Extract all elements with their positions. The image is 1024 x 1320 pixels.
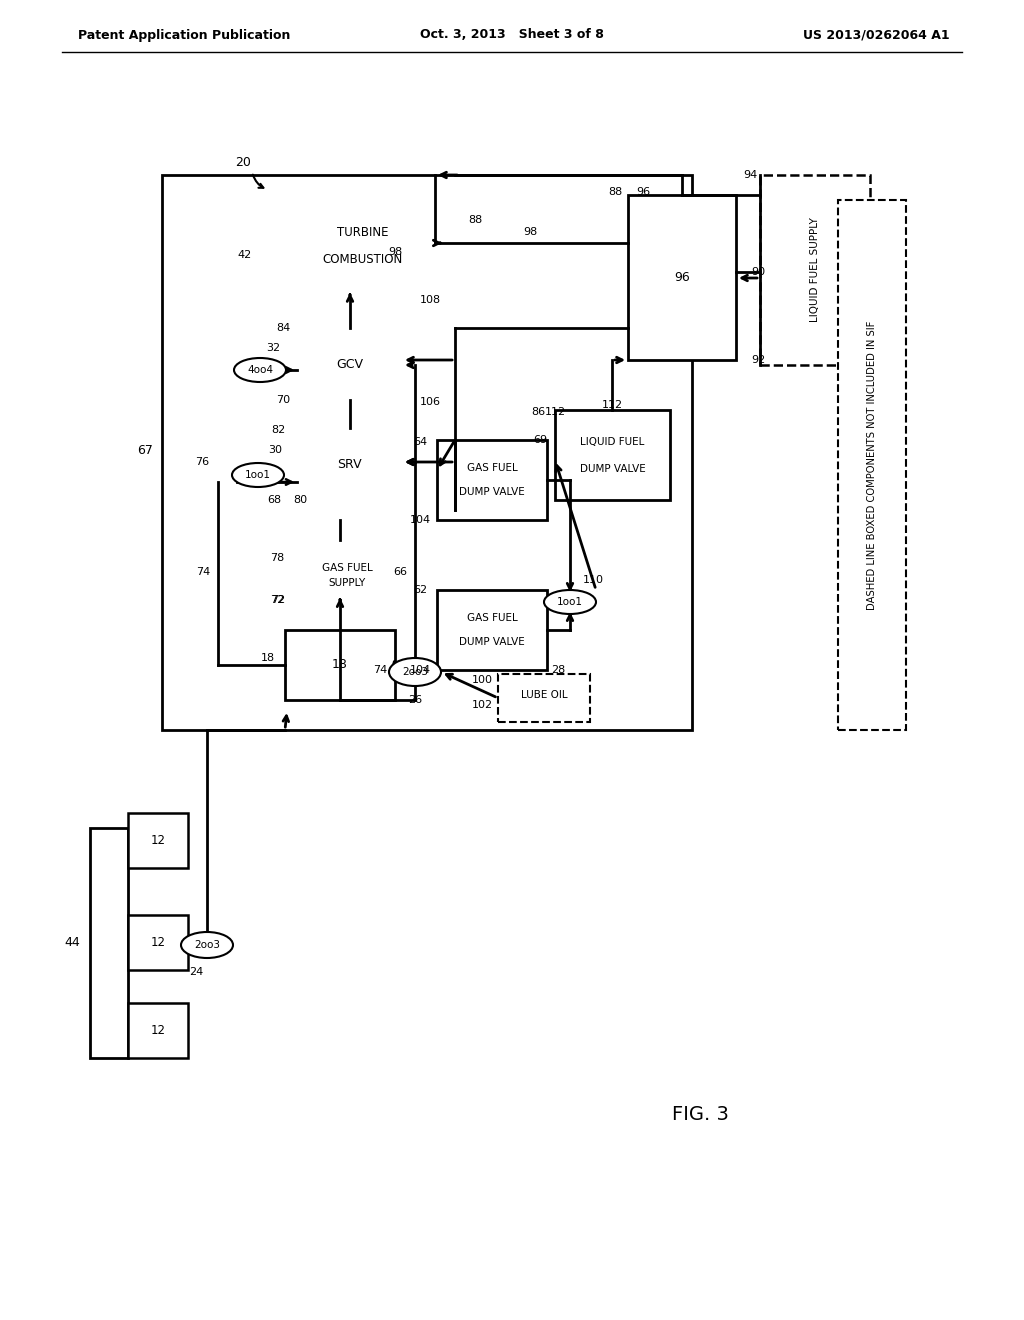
Bar [290,187,435,298]
Text: 12: 12 [151,1024,166,1038]
Bar [760,176,870,366]
Bar [218,400,336,520]
Text: DUMP VALVE: DUMP VALVE [580,463,645,474]
Bar [128,915,188,970]
Text: 96: 96 [636,187,650,197]
Text: 96: 96 [674,271,690,284]
Text: 20: 20 [236,157,251,169]
Bar [285,630,395,700]
Text: Patent Application Publication: Patent Application Publication [78,29,291,41]
Text: SRV: SRV [337,458,361,470]
Text: 68: 68 [267,495,281,506]
Text: 67: 67 [137,444,153,457]
Text: 92: 92 [751,355,765,366]
Text: LIQUID FUEL: LIQUID FUEL [581,437,645,446]
Text: 18: 18 [332,659,348,672]
Text: 44: 44 [65,936,80,949]
Ellipse shape [232,463,284,487]
Text: 69: 69 [532,436,547,445]
Text: 86: 86 [530,407,545,417]
Text: 84: 84 [275,323,290,333]
Text: FIG. 3: FIG. 3 [672,1106,728,1125]
Text: LUBE OIL: LUBE OIL [520,690,567,700]
Text: 112: 112 [545,407,565,417]
Text: 106: 106 [420,397,440,407]
Bar [128,1003,188,1059]
Text: 88: 88 [608,187,623,197]
Ellipse shape [389,657,441,686]
Text: 74: 74 [373,665,387,675]
Text: 18: 18 [261,653,275,663]
Text: 42: 42 [238,249,252,260]
Text: 98: 98 [523,227,538,238]
Text: DUMP VALVE: DUMP VALVE [459,487,525,498]
Text: 12: 12 [151,936,166,949]
Bar [128,813,188,869]
Text: 76: 76 [195,457,209,467]
Bar [297,327,402,400]
Text: DASHED LINE BOXED COMPONENTS NOT INCLUDED IN SIF: DASHED LINE BOXED COMPONENTS NOT INCLUDE… [867,321,877,610]
Text: 104: 104 [410,515,430,525]
Text: 62: 62 [413,585,427,595]
Text: TURBINE: TURBINE [337,226,388,239]
Text: 32: 32 [266,343,280,352]
Text: 70: 70 [275,395,290,405]
Text: 2oo3: 2oo3 [402,667,428,677]
Text: 74: 74 [196,568,210,577]
Text: 72: 72 [270,595,284,605]
Text: COMBUSTION: COMBUSTION [323,253,402,267]
Text: 4oo4: 4oo4 [247,366,273,375]
Ellipse shape [234,358,286,381]
Text: 112: 112 [601,400,623,411]
Bar [838,201,906,730]
Bar [628,195,736,360]
Text: 28: 28 [551,665,565,675]
Text: 24: 24 [188,968,203,977]
Text: 108: 108 [420,294,440,305]
Bar [498,675,590,722]
Text: 80: 80 [293,495,307,506]
Text: Oct. 3, 2013   Sheet 3 of 8: Oct. 3, 2013 Sheet 3 of 8 [420,29,604,41]
Text: 1oo1: 1oo1 [557,597,583,607]
Ellipse shape [544,590,596,614]
Text: 110: 110 [583,576,603,585]
Text: GCV: GCV [336,358,362,371]
Bar [295,540,400,601]
Text: US 2013/0262064 A1: US 2013/0262064 A1 [804,29,950,41]
Text: 72: 72 [271,595,285,605]
Text: 64: 64 [413,437,427,447]
Text: SUPPLY: SUPPLY [329,578,366,587]
Text: 94: 94 [742,170,757,180]
Text: 30: 30 [268,445,282,455]
Text: 2oo3: 2oo3 [194,940,220,950]
Text: 1oo1: 1oo1 [245,470,271,480]
Bar [90,828,128,1059]
Bar [555,411,670,500]
Text: 100: 100 [471,675,493,685]
Bar [437,440,547,520]
Bar [437,590,547,671]
Bar [162,176,692,730]
Text: 78: 78 [270,553,284,564]
Text: GAS FUEL: GAS FUEL [467,463,517,473]
Text: GAS FUEL: GAS FUEL [322,564,373,573]
Text: 102: 102 [471,700,493,710]
Bar [297,428,402,500]
Text: GAS FUEL: GAS FUEL [467,612,517,623]
Text: 82: 82 [271,425,285,436]
Ellipse shape [181,932,233,958]
Text: 12: 12 [151,834,166,847]
Text: 90: 90 [751,267,765,277]
Text: 26: 26 [408,696,422,705]
Text: 104: 104 [410,665,430,675]
Text: LIQUID FUEL SUPPLY: LIQUID FUEL SUPPLY [810,218,820,322]
Text: 98: 98 [388,247,402,257]
Text: 66: 66 [393,568,407,577]
Text: DUMP VALVE: DUMP VALVE [459,638,525,647]
Text: 88: 88 [468,215,482,224]
